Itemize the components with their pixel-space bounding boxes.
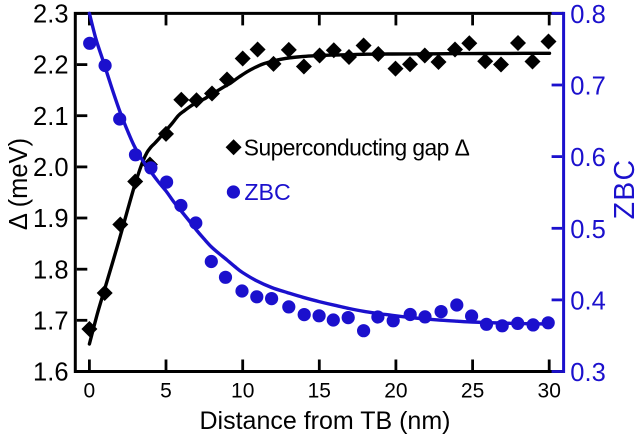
svg-text:2.0: 2.0	[33, 154, 68, 182]
svg-text:2.2: 2.2	[33, 52, 68, 80]
svg-text:1.7: 1.7	[33, 307, 68, 335]
svg-text:5: 5	[160, 379, 172, 402]
svg-text:2.3: 2.3	[33, 1, 68, 29]
svg-text:0.3: 0.3	[570, 359, 605, 387]
svg-text:30: 30	[538, 379, 561, 402]
svg-text:1.6: 1.6	[33, 359, 68, 387]
svg-text:15: 15	[308, 379, 331, 402]
svg-text:2.1: 2.1	[33, 103, 68, 131]
svg-text:1.9: 1.9	[33, 205, 68, 233]
svg-text:ZBC: ZBC	[244, 179, 290, 205]
svg-text:ZBC: ZBC	[609, 159, 640, 220]
svg-text:0.8: 0.8	[570, 1, 605, 29]
svg-text:20: 20	[384, 379, 407, 402]
svg-text:0.6: 0.6	[570, 144, 605, 172]
svg-text:Δ (meV): Δ (meV)	[5, 138, 33, 230]
svg-text:25: 25	[461, 379, 484, 402]
svg-text:0.5: 0.5	[570, 216, 605, 244]
svg-text:10: 10	[231, 379, 254, 402]
svg-text:0: 0	[84, 379, 96, 402]
svg-text:1.8: 1.8	[33, 256, 68, 284]
svg-text:0.7: 0.7	[570, 73, 605, 101]
svg-text:Distance from TB (nm): Distance from TB (nm)	[200, 407, 451, 435]
svg-text:Superconducting gap Δ: Superconducting gap Δ	[244, 135, 470, 161]
svg-text:0.4: 0.4	[570, 288, 605, 316]
